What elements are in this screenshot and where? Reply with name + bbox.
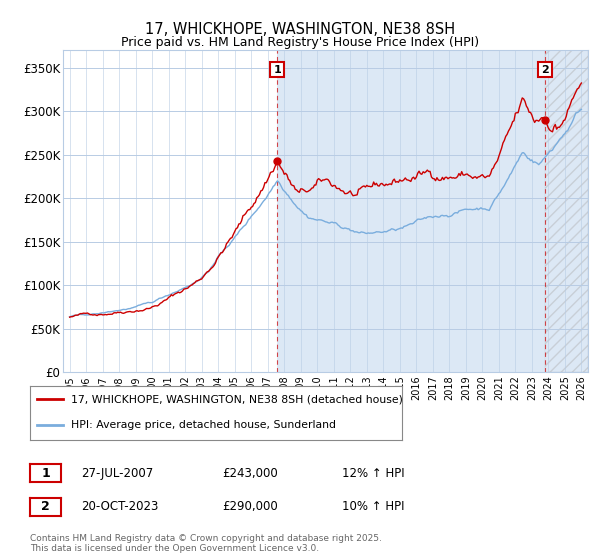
- Text: 10% ↑ HPI: 10% ↑ HPI: [342, 500, 404, 514]
- Text: 20-OCT-2023: 20-OCT-2023: [81, 500, 158, 514]
- Text: 2: 2: [41, 500, 50, 514]
- Text: Contains HM Land Registry data © Crown copyright and database right 2025.
This d: Contains HM Land Registry data © Crown c…: [30, 534, 382, 553]
- Bar: [277, 50, 588, 372]
- Text: 1: 1: [41, 466, 50, 480]
- Text: 17, WHICKHOPE, WASHINGTON, NE38 8SH (detached house): 17, WHICKHOPE, WASHINGTON, NE38 8SH (det…: [71, 394, 403, 404]
- Bar: [545, 50, 588, 372]
- Text: 17, WHICKHOPE, WASHINGTON, NE38 8SH: 17, WHICKHOPE, WASHINGTON, NE38 8SH: [145, 22, 455, 38]
- Text: £290,000: £290,000: [222, 500, 278, 514]
- Text: HPI: Average price, detached house, Sunderland: HPI: Average price, detached house, Sund…: [71, 419, 336, 430]
- Text: 27-JUL-2007: 27-JUL-2007: [81, 466, 153, 480]
- Text: 1: 1: [273, 64, 281, 74]
- Text: Price paid vs. HM Land Registry's House Price Index (HPI): Price paid vs. HM Land Registry's House …: [121, 36, 479, 49]
- Text: 2: 2: [541, 64, 549, 74]
- Text: £243,000: £243,000: [222, 466, 278, 480]
- Text: 12% ↑ HPI: 12% ↑ HPI: [342, 466, 404, 480]
